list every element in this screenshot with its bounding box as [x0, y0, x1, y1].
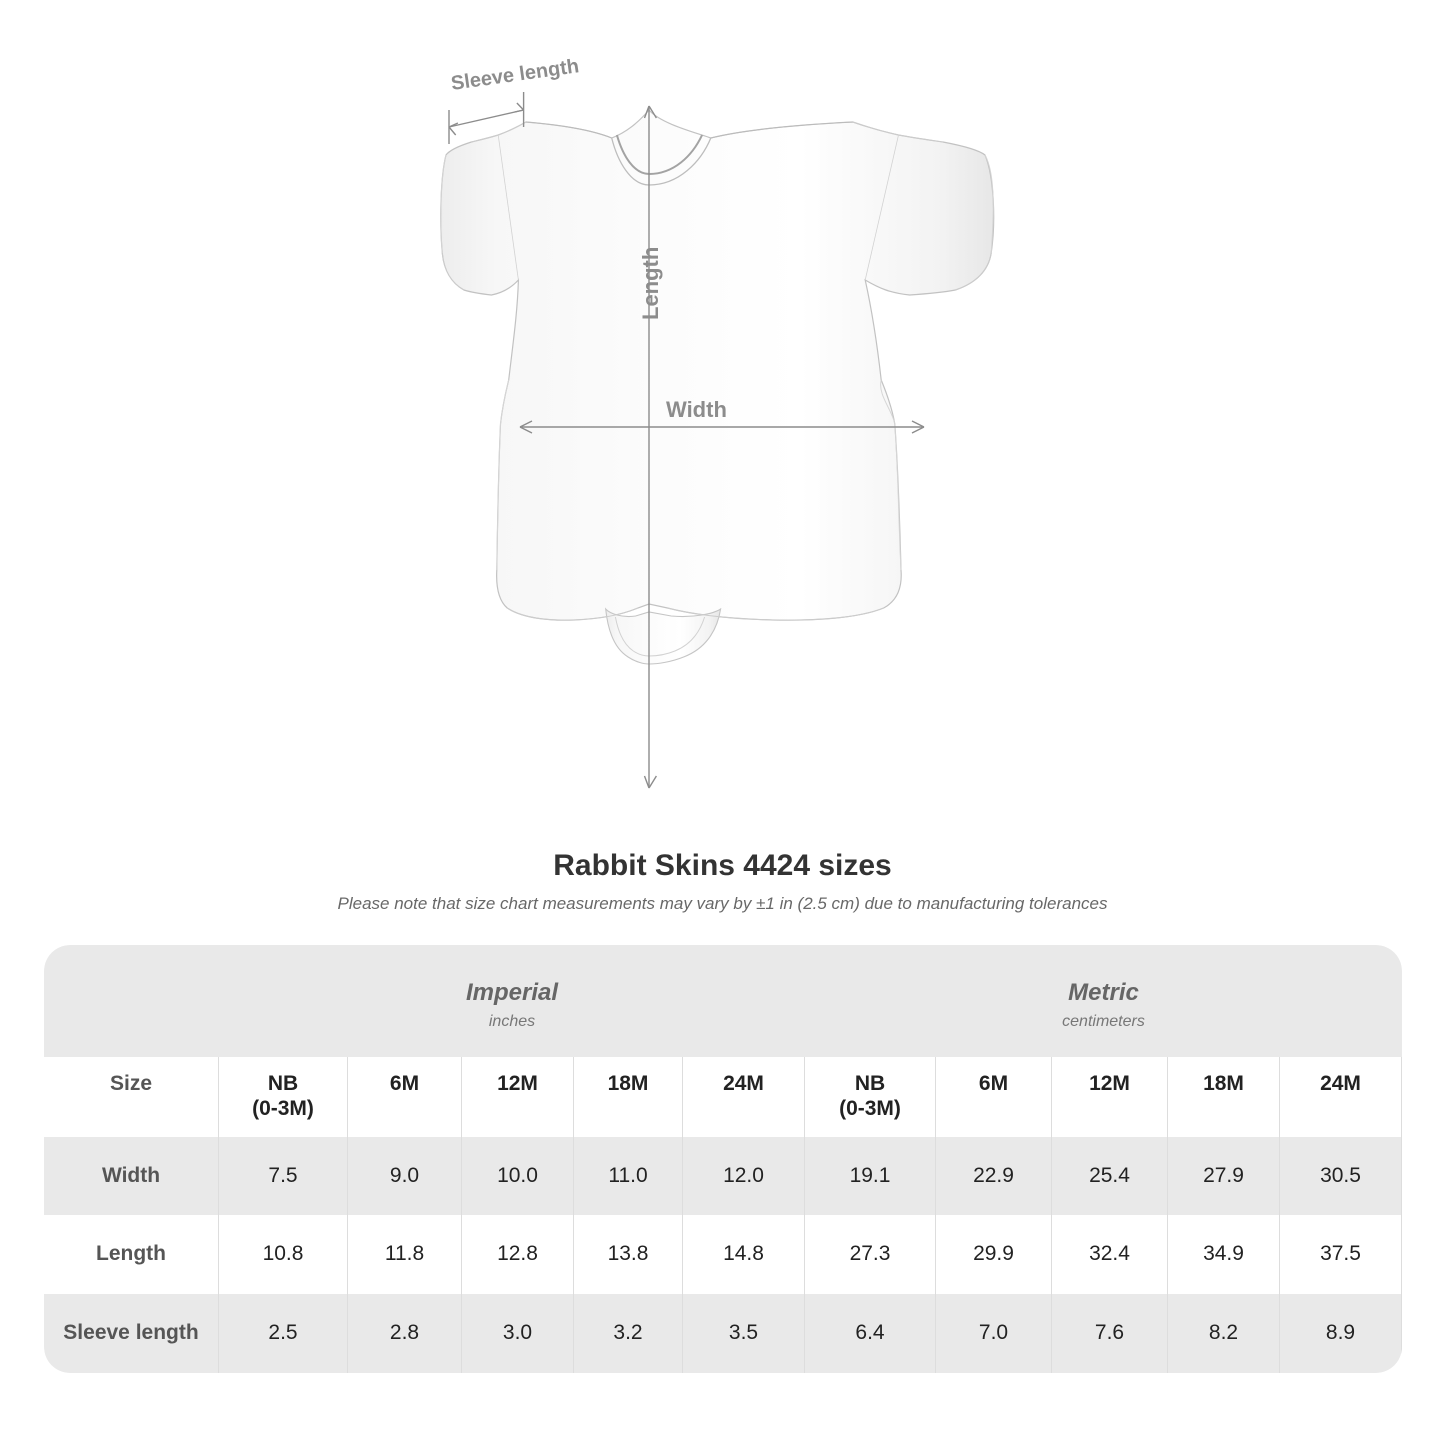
svg-text:Width: Width: [666, 397, 727, 422]
svg-text:Sleeve length: Sleeve length: [450, 55, 581, 95]
svg-text:Length: Length: [638, 247, 663, 320]
